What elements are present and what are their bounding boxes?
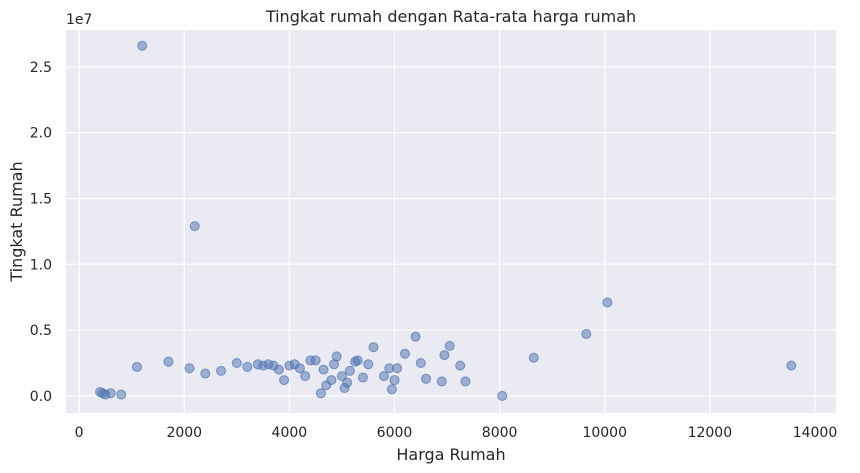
data-point	[336, 371, 347, 382]
data-point	[321, 380, 332, 391]
y-tick-label: 0.5	[30, 323, 52, 339]
y-tick-label: 2.5	[30, 60, 52, 76]
data-point	[410, 331, 421, 342]
data-point	[368, 342, 379, 353]
data-point	[581, 329, 592, 340]
data-point	[455, 360, 466, 371]
data-point	[439, 350, 450, 361]
x-tick-label: 4000	[272, 425, 308, 441]
data-point	[497, 390, 508, 401]
data-point	[200, 368, 211, 379]
data-point	[329, 359, 340, 370]
grid-lines	[66, 30, 836, 413]
x-tick-label: 12000	[688, 425, 733, 441]
data-point	[384, 363, 395, 374]
data-point	[131, 361, 142, 372]
data-point	[460, 376, 471, 387]
data-point	[421, 373, 432, 384]
data-point	[137, 40, 148, 51]
data-points	[95, 40, 797, 401]
y-tick-label: 1.0	[30, 257, 52, 273]
y-tick-label: 2.0	[30, 126, 52, 142]
data-point	[216, 365, 227, 376]
data-point	[344, 365, 355, 376]
plot-background	[66, 30, 836, 413]
data-point	[786, 360, 797, 371]
data-point	[252, 359, 263, 370]
data-point	[339, 382, 350, 393]
x-tick-label: 6000	[377, 425, 413, 441]
data-point	[350, 356, 361, 367]
data-point	[444, 340, 455, 351]
data-point	[184, 363, 195, 374]
chart-title: Tingkat rumah dengan Rata-rata harga rum…	[265, 7, 636, 26]
x-tick-labels: 0 2000 4000 6000 8000 10000 12000 14000	[75, 425, 838, 441]
x-tick-label: 8000	[482, 425, 518, 441]
y-tick-labels: 0.0 0.5 1.0 1.5 2.0 2.5	[30, 60, 52, 405]
data-point	[163, 356, 174, 367]
data-point	[318, 364, 329, 375]
data-point	[284, 360, 295, 371]
data-point	[363, 359, 374, 370]
x-tick-label: 10000	[582, 425, 627, 441]
x-axis-label: Harga Rumah	[396, 445, 505, 464]
y-axis-label: Tingkat Rumah	[7, 161, 26, 282]
data-point	[116, 389, 127, 400]
data-point	[100, 389, 111, 400]
data-point	[436, 376, 447, 387]
data-point	[189, 221, 200, 232]
data-point	[242, 361, 253, 372]
x-tick-label: 0	[75, 425, 84, 441]
y-axis-offset-text: 1e7	[66, 12, 92, 28]
y-tick-label: 0.0	[30, 389, 52, 405]
data-point	[315, 388, 326, 399]
data-point	[279, 375, 290, 386]
x-tick-label: 14000	[793, 425, 838, 441]
data-point	[386, 384, 397, 395]
y-tick-label: 1.5	[30, 191, 52, 207]
x-tick-label: 2000	[166, 425, 202, 441]
data-point	[602, 297, 613, 308]
data-point	[528, 352, 539, 363]
data-point	[300, 371, 311, 382]
data-point	[378, 371, 389, 382]
data-point	[231, 357, 242, 368]
data-point	[305, 355, 316, 366]
data-point	[357, 372, 368, 383]
data-point	[400, 348, 411, 359]
data-point	[389, 375, 400, 386]
data-point	[415, 357, 426, 368]
